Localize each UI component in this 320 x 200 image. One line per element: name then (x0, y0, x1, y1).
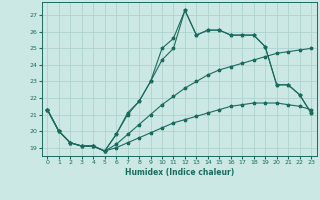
X-axis label: Humidex (Indice chaleur): Humidex (Indice chaleur) (124, 168, 234, 177)
